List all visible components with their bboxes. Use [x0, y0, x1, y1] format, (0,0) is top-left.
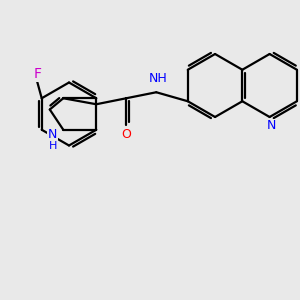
Text: N: N [266, 119, 276, 133]
Text: N: N [48, 128, 58, 141]
Text: NH: NH [148, 72, 167, 85]
Text: H: H [49, 141, 57, 151]
Text: F: F [33, 67, 41, 81]
Text: O: O [121, 128, 131, 141]
